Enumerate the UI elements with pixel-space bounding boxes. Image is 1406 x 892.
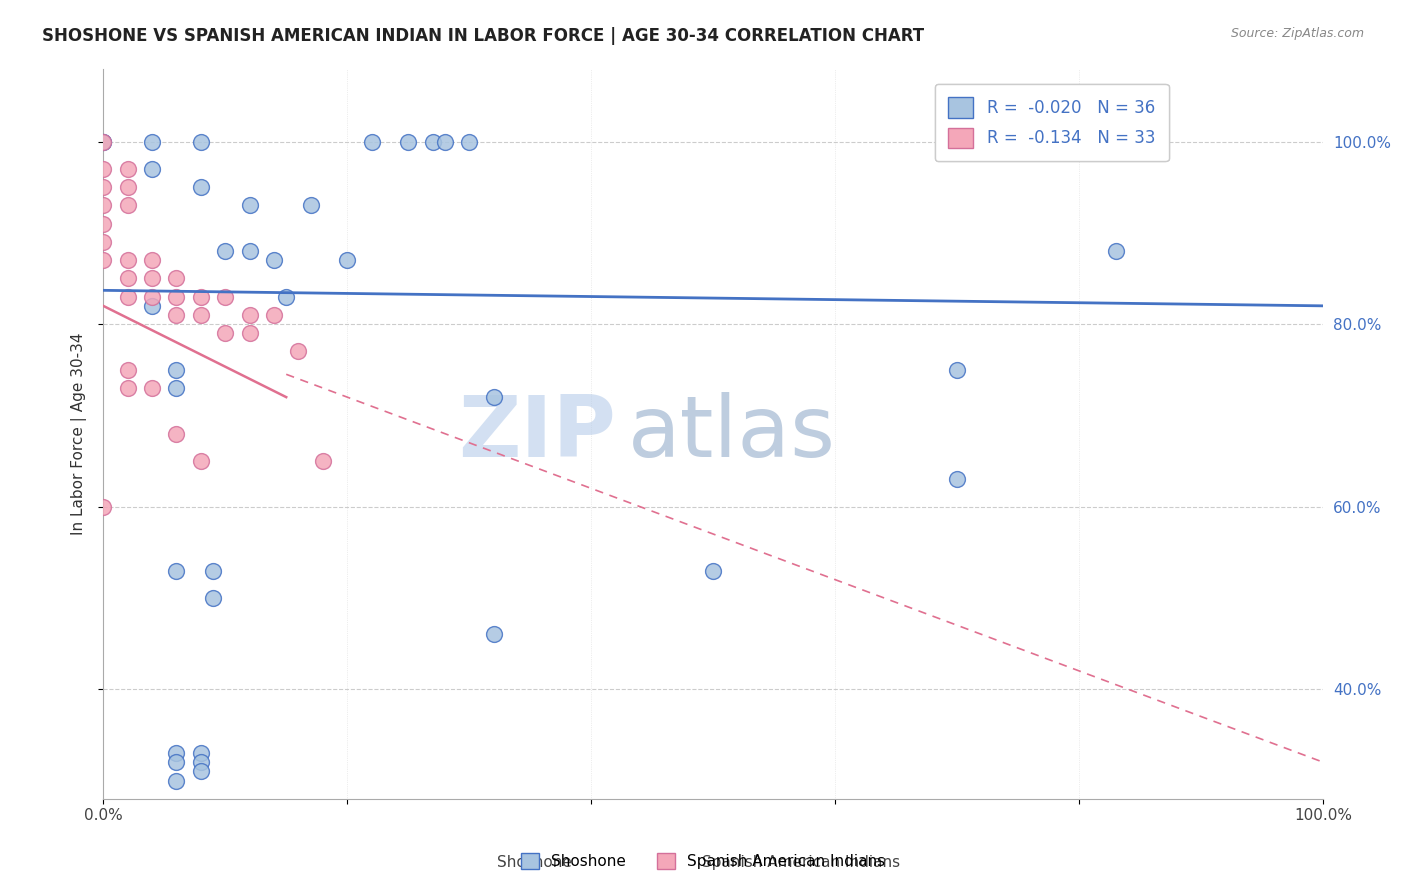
Point <box>117 363 139 377</box>
Point <box>946 363 969 377</box>
Point <box>299 198 322 212</box>
Point <box>165 271 187 285</box>
Point <box>190 454 212 468</box>
Point <box>276 290 298 304</box>
Point <box>91 235 114 249</box>
Text: atlas: atlas <box>628 392 835 475</box>
Point <box>165 290 187 304</box>
Point <box>91 135 114 149</box>
Point <box>117 381 139 395</box>
Point <box>202 564 225 578</box>
Point <box>165 756 187 770</box>
Point <box>91 198 114 212</box>
Point <box>91 180 114 194</box>
Point <box>117 253 139 268</box>
Point <box>91 500 114 514</box>
Point <box>360 135 382 149</box>
Point <box>239 244 262 258</box>
Point <box>141 299 163 313</box>
Point <box>482 390 505 404</box>
Point <box>396 135 419 149</box>
Point <box>165 773 187 788</box>
Text: SHOSHONE VS SPANISH AMERICAN INDIAN IN LABOR FORCE | AGE 30-34 CORRELATION CHART: SHOSHONE VS SPANISH AMERICAN INDIAN IN L… <box>42 27 924 45</box>
Point <box>458 135 481 149</box>
Text: Shoshone: Shoshone <box>496 855 572 870</box>
Point <box>190 135 212 149</box>
Point <box>422 135 444 149</box>
Point <box>117 161 139 176</box>
Point <box>214 244 236 258</box>
Point <box>165 746 187 760</box>
Point <box>263 253 285 268</box>
Text: Spanish American Indians: Spanish American Indians <box>703 855 900 870</box>
Point <box>117 290 139 304</box>
Point <box>91 135 114 149</box>
Point <box>946 472 969 486</box>
Point <box>91 161 114 176</box>
Point <box>336 253 359 268</box>
Point <box>202 591 225 605</box>
Point <box>1105 244 1128 258</box>
Point <box>91 217 114 231</box>
Point <box>117 180 139 194</box>
Point <box>190 290 212 304</box>
Point <box>263 308 285 322</box>
Y-axis label: In Labor Force | Age 30-34: In Labor Force | Age 30-34 <box>72 333 87 535</box>
Point <box>433 135 456 149</box>
Point <box>287 344 309 359</box>
Point <box>91 253 114 268</box>
Point <box>239 308 262 322</box>
Point <box>214 326 236 341</box>
Point <box>141 271 163 285</box>
Point <box>165 426 187 441</box>
Point <box>190 764 212 779</box>
Point <box>702 564 724 578</box>
Point <box>141 381 163 395</box>
Legend: R =  -0.020   N = 36, R =  -0.134   N = 33: R = -0.020 N = 36, R = -0.134 N = 33 <box>935 84 1168 161</box>
Point <box>312 454 335 468</box>
Point <box>190 756 212 770</box>
Point <box>190 746 212 760</box>
Point <box>482 627 505 641</box>
Point <box>141 161 163 176</box>
Point <box>190 180 212 194</box>
Point <box>165 381 187 395</box>
Point <box>190 308 212 322</box>
Point <box>141 135 163 149</box>
Legend: Shoshone, Spanish American Indians: Shoshone, Spanish American Indians <box>515 847 891 875</box>
Point <box>165 363 187 377</box>
Point <box>141 253 163 268</box>
Point <box>239 198 262 212</box>
Point <box>141 290 163 304</box>
Text: ZIP: ZIP <box>458 392 616 475</box>
Point <box>165 564 187 578</box>
Point <box>117 198 139 212</box>
Text: Source: ZipAtlas.com: Source: ZipAtlas.com <box>1230 27 1364 40</box>
Point <box>214 290 236 304</box>
Point <box>239 326 262 341</box>
Point <box>165 308 187 322</box>
Point <box>91 135 114 149</box>
Point <box>117 271 139 285</box>
